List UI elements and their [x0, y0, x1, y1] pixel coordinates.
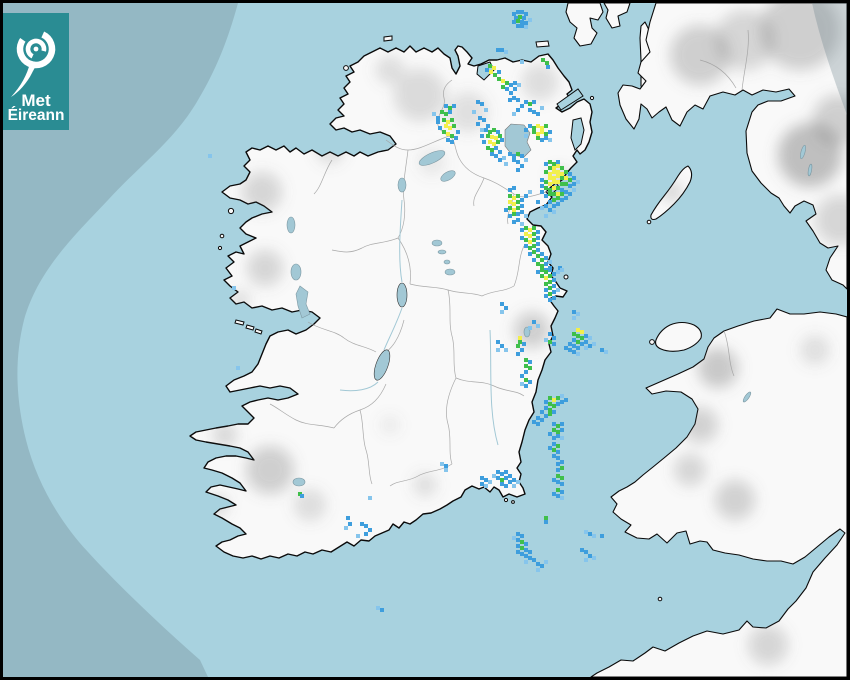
met-eireann-logo: Met Éireann	[3, 13, 69, 130]
logo-text-line2: Éireann	[7, 107, 65, 124]
terrain-hillshade	[208, 3, 847, 665]
lough-neagh	[504, 123, 532, 158]
landmass-scotland-england	[617, 3, 847, 290]
radar-echoes	[208, 10, 608, 612]
lakes	[286, 61, 813, 487]
belfast-lough	[556, 88, 584, 111]
radar-range-mask-topright	[812, 3, 847, 115]
radar-map-image	[3, 3, 847, 677]
logo-text-line1: Met	[21, 91, 51, 110]
rivers	[339, 199, 499, 446]
landmass-ireland	[189, 45, 593, 560]
island-islay	[565, 3, 604, 47]
small-islands	[217, 35, 663, 602]
strangford-lough	[570, 117, 585, 151]
county-boundaries	[269, 29, 749, 487]
swirl-cyclone-icon	[11, 29, 56, 97]
island-jura	[603, 3, 631, 29]
island-anglesey	[655, 321, 702, 352]
radar-range-mask-left	[3, 3, 238, 677]
